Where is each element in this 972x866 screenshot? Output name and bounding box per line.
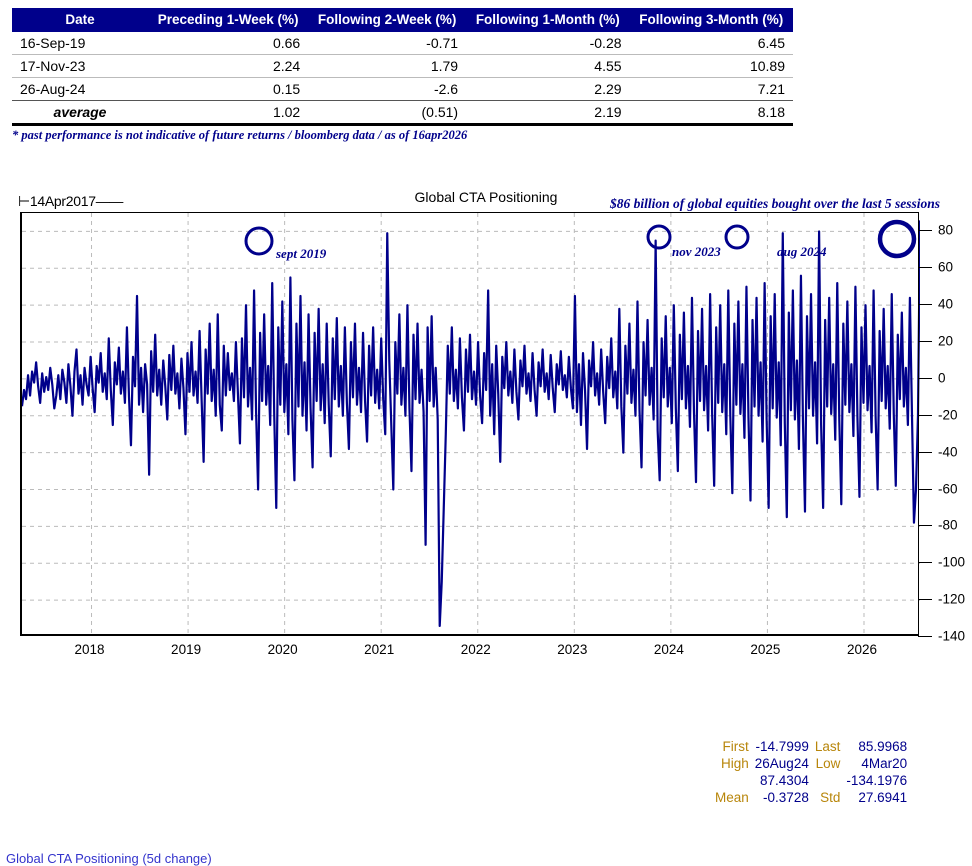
stat-high-spacer	[712, 772, 752, 789]
cell-prec-1w: 2.24	[148, 54, 309, 78]
date-range-marker: ⊢14Apr2017——	[18, 193, 124, 209]
stat-first-value: -14.7999	[755, 739, 809, 754]
x-tick-label: 2022	[460, 642, 491, 657]
y-tick-mark	[918, 267, 932, 269]
cell-fol-3m: 7.21	[629, 77, 793, 101]
stat-std-label: Std	[820, 790, 841, 805]
y-tick-mark	[918, 599, 932, 601]
cell-fol-3m: 10.89	[629, 54, 793, 78]
y-tick-label: 60	[938, 259, 954, 275]
cell-average-fol-1m: 2.19	[466, 100, 630, 126]
chart-annotation-label: nov 2023	[672, 244, 721, 259]
cell-average-prec-1w: 1.02	[148, 100, 309, 126]
chart-annotation-label: sept 2019	[276, 246, 327, 261]
cell-fol-2w: -2.6	[308, 77, 467, 101]
cell-average-fol-3m: 8.18	[629, 100, 793, 126]
y-tick-label: -60	[938, 481, 958, 497]
stat-low-date: 4Mar20	[861, 756, 908, 771]
returns-table: Date Preceding 1-Week (%) Following 2-We…	[12, 8, 793, 126]
y-tick-mark	[918, 304, 932, 306]
cell-fol-2w: -0.71	[308, 32, 467, 55]
y-tick-label: 80	[938, 222, 954, 238]
x-tick-label: 2026	[846, 642, 878, 657]
stat-std-value: 27.6941	[858, 790, 908, 805]
plot-area[interactable]	[20, 212, 920, 637]
col-header-fol-3m: Following 3-Month (%)	[629, 8, 793, 32]
cell-average-label: average	[12, 100, 148, 126]
col-header-prec-1w: Preceding 1-Week (%)	[148, 8, 309, 32]
stat-low-value: -134.1976	[846, 773, 908, 788]
series-svg	[22, 213, 920, 637]
y-tick-label: -100	[938, 554, 966, 570]
x-tick-label: 2025	[750, 642, 781, 657]
table-row: 17-Nov-23 2.24 1.79 4.55 10.89	[12, 54, 793, 78]
x-tick-label: 2018	[74, 642, 105, 657]
x-tick-label: 2021	[364, 642, 395, 657]
table-row: 16-Sep-19 0.66 -0.71 -0.28 6.45	[12, 32, 793, 55]
y-tick-label: -140	[938, 628, 966, 644]
stat-high-label: High	[721, 756, 749, 771]
x-tick-label: 2019	[171, 642, 202, 657]
stat-last-value: 85.9968	[858, 739, 908, 754]
cell-fol-1m: 4.55	[466, 54, 630, 78]
cell-prec-1w: 0.66	[148, 32, 309, 55]
table-row: 26-Aug-24 0.15 -2.6 2.29 7.21	[12, 77, 793, 101]
cell-fol-1m: -0.28	[466, 32, 630, 55]
cell-average-fol-2w: (0.51)	[308, 100, 467, 126]
table-average-row: average 1.02 (0.51) 2.19 8.18	[12, 100, 793, 126]
cell-fol-1m: 2.29	[466, 77, 630, 101]
cell-date: 17-Nov-23	[12, 54, 148, 78]
y-tick-mark	[918, 636, 932, 637]
cell-fol-3m: 6.45	[629, 32, 793, 55]
cell-date: 16-Sep-19	[12, 32, 148, 55]
col-header-date: Date	[12, 8, 148, 32]
y-tick-label: -80	[938, 517, 958, 533]
stat-first-label: First	[722, 739, 749, 754]
series-legend-label: Global CTA Positioning (5d change)	[6, 851, 212, 866]
y-tick-label: -20	[938, 407, 958, 423]
x-tick-label: 2024	[653, 642, 684, 657]
y-tick-mark	[918, 451, 932, 453]
col-header-fol-1m: Following 1-Month (%)	[466, 8, 630, 32]
chart-title: Global CTA Positioning	[414, 189, 558, 205]
y-tick-label: -40	[938, 444, 958, 460]
x-tick-label: 2020	[267, 642, 298, 657]
statistics-box: First -14.7999 Last 85.9968 High 26Aug24…	[712, 738, 910, 806]
x-tick-label: 2023	[557, 642, 588, 657]
chart-headline: $86 billion of global equities bought ov…	[610, 196, 941, 211]
y-tick-mark	[918, 341, 932, 343]
cell-date: 26-Aug-24	[12, 77, 148, 101]
col-header-fol-2w: Following 2-Week (%)	[308, 8, 467, 32]
y-axis-line	[918, 212, 919, 636]
y-tick-label: -120	[938, 591, 966, 607]
y-tick-label: 40	[938, 296, 954, 312]
y-tick-mark	[918, 414, 932, 416]
stat-mean-label: Mean	[715, 790, 749, 805]
cell-prec-1w: 0.15	[148, 77, 309, 101]
chart-annotation-label: aug 2024	[777, 244, 827, 259]
stat-low-spacer	[812, 772, 844, 789]
y-tick-mark	[918, 377, 932, 379]
stat-high-date: 26Aug24	[754, 756, 809, 771]
y-tick-mark	[918, 525, 932, 527]
y-tick-mark	[918, 562, 932, 564]
stat-high-value: 87.4304	[760, 773, 809, 788]
stat-mean-value: -0.3728	[763, 790, 809, 805]
y-tick-label: 0	[938, 370, 946, 386]
disclaimer-footnote: * past performance is not indicative of …	[12, 128, 468, 142]
stat-last-label: Last	[814, 739, 841, 754]
y-tick-mark	[918, 230, 932, 232]
cell-fol-2w: 1.79	[308, 54, 467, 78]
chart-region: ⊢14Apr2017—— Global CTA Positioning $86 …	[0, 180, 972, 866]
table-header-row: Date Preceding 1-Week (%) Following 2-We…	[12, 8, 793, 32]
y-tick-label: 20	[938, 333, 954, 349]
y-tick-mark	[918, 488, 932, 490]
stat-low-label: Low	[815, 756, 841, 771]
